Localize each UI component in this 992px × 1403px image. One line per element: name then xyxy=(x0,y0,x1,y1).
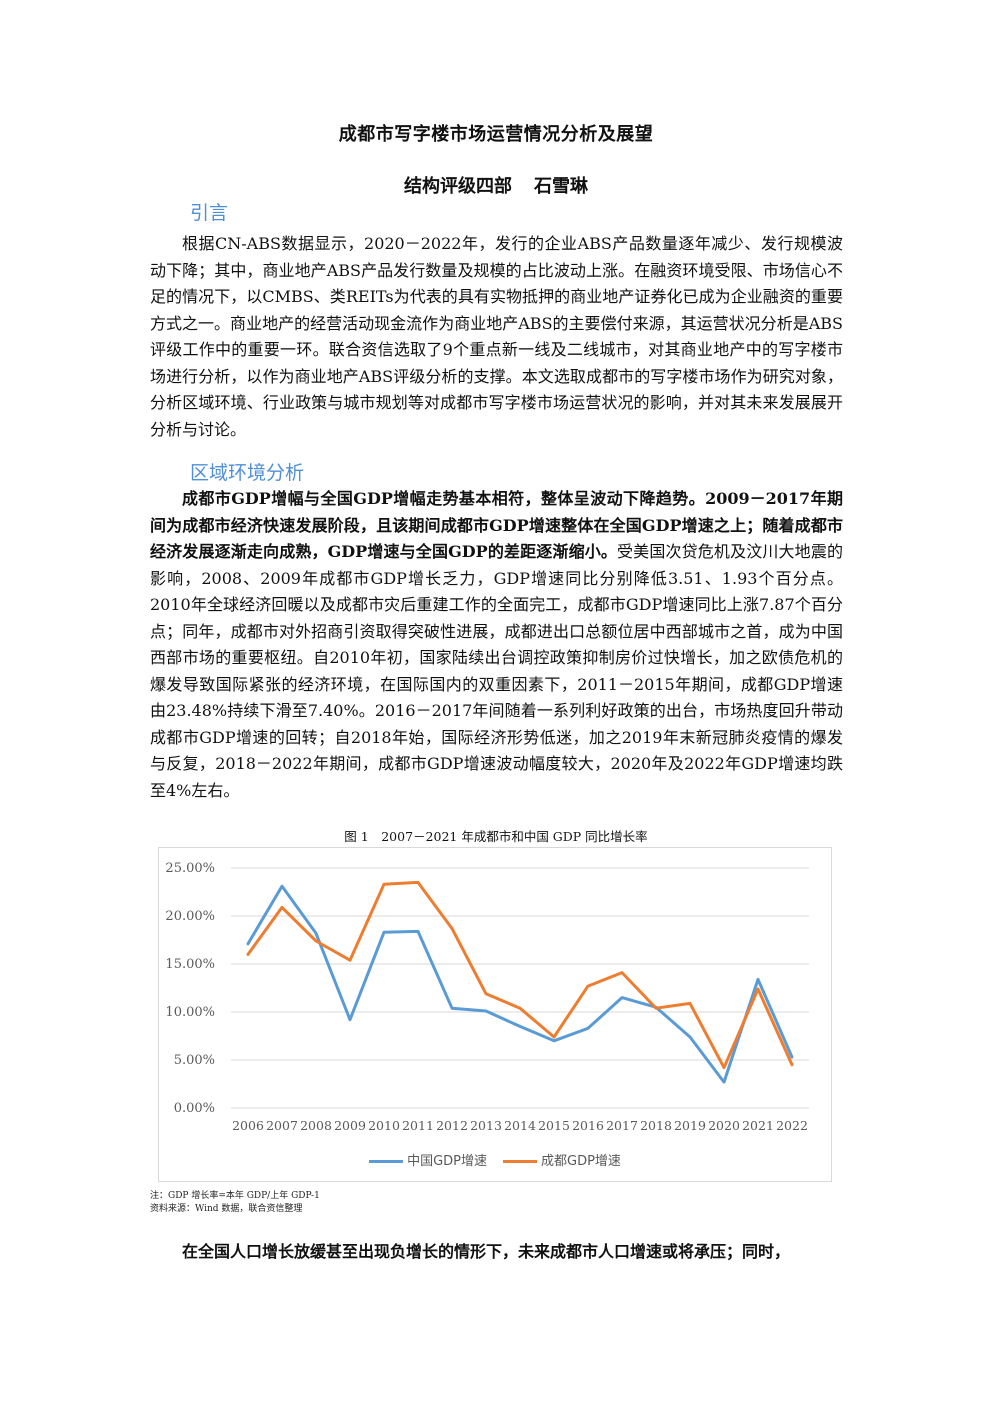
intro-paragraph: 根据CN-ABS数据显示，2020－2022年，发行的企业ABS产品数量逐年减少… xyxy=(150,234,843,439)
gdp-growth-chart: 0.00% 5.00% 10.00% 15.00% 20.00% 25.00% 2006 20… xyxy=(158,847,832,1182)
author-name: 石雪琳 xyxy=(534,176,588,197)
y-tick-label: 15.00% xyxy=(165,957,215,972)
legend-item-0: 中国GDP增速 xyxy=(369,1150,487,1169)
legend-label: 成都GDP增速 xyxy=(541,1154,621,1169)
y-tick-label: 5.00% xyxy=(174,1053,215,1068)
regional-paragraph: 成都市GDP增幅与全国GDP增幅走势基本相符，整体呈波动下降趋势。2009－20… xyxy=(150,486,843,804)
chart-plot-area: 0.00%5.00%10.00%15.00%20.00%25.00%2006 20… xyxy=(165,861,809,1133)
author-line: 结构评级四部 石雪琳 xyxy=(0,172,992,198)
x-tick-label: 2014 xyxy=(504,1118,536,1133)
author-department: 结构评级四部 xyxy=(404,176,512,197)
y-tick-label: 25.00% xyxy=(165,861,215,876)
x-tick-label: 2022 xyxy=(776,1118,808,1133)
x-tick-label: 2010 xyxy=(368,1118,400,1133)
x-tick-label: 2018 xyxy=(640,1118,672,1133)
x-tick-label: 2008 xyxy=(300,1118,332,1133)
x-tick-label: 2012 xyxy=(436,1118,468,1133)
x-tick-label: 2009 xyxy=(334,1118,366,1133)
x-tick-label: 2020 xyxy=(708,1118,740,1133)
x-tick-label: 2013 xyxy=(470,1118,502,1133)
document-title: 成都市写字楼市场运营情况分析及展望 xyxy=(338,124,654,145)
x-tick-label: 2011 xyxy=(402,1118,434,1133)
series-line-1 xyxy=(246,880,794,1070)
chart-legend: 中国GDP增速 成都GDP增速 xyxy=(159,1150,831,1169)
y-tick-label: 20.00% xyxy=(165,909,215,924)
legend-swatch xyxy=(503,1160,537,1163)
section-heading-regional: 区域环境分析 xyxy=(190,462,305,484)
legend-swatch xyxy=(369,1160,404,1163)
x-tick-label: 2021 xyxy=(742,1118,774,1133)
bottom-paragraph: 在全国人口增长放缓甚至出现负增长的情形下，未来成都市人口增速或将承压；同时， xyxy=(182,1242,791,1261)
x-tick-label: 2015 xyxy=(538,1118,570,1133)
figure-caption: 图 1 2007－2021 年成都市和中国 GDP 同比增长率 xyxy=(344,829,648,844)
regional-paragraph-text: 受美国次贷危机及汶川大地震的影响，2008、2009年成都市GDP增长乏力，GD… xyxy=(150,542,843,800)
x-tick-label: 2019 xyxy=(674,1118,706,1133)
x-tick-label: 2016 xyxy=(572,1118,604,1133)
x-tick-label: 2017 xyxy=(606,1118,638,1133)
series-line-0 xyxy=(246,884,794,1084)
regional-paragraph-bold: 成都市GDP增幅与全国GDP增幅走势基本相符，整体呈波动下降趋势。2009－20… xyxy=(150,489,843,561)
x-tick-label: 2006 xyxy=(232,1118,264,1133)
figure-note: 注：GDP 增长率=本年 GDP/上年 GDP-1 xyxy=(150,1191,320,1201)
y-tick-label: 0.00% xyxy=(174,1101,215,1116)
section-heading-intro: 引言 xyxy=(190,202,229,224)
legend-item-1: 成都GDP增速 xyxy=(503,1150,621,1169)
figure-source: 资料来源：Wind 数据，联合资信整理 xyxy=(150,1204,303,1214)
x-tick-label: 2007 xyxy=(266,1118,298,1133)
y-tick-label: 10.00% xyxy=(165,1005,215,1020)
legend-label: 中国GDP增速 xyxy=(407,1154,487,1169)
